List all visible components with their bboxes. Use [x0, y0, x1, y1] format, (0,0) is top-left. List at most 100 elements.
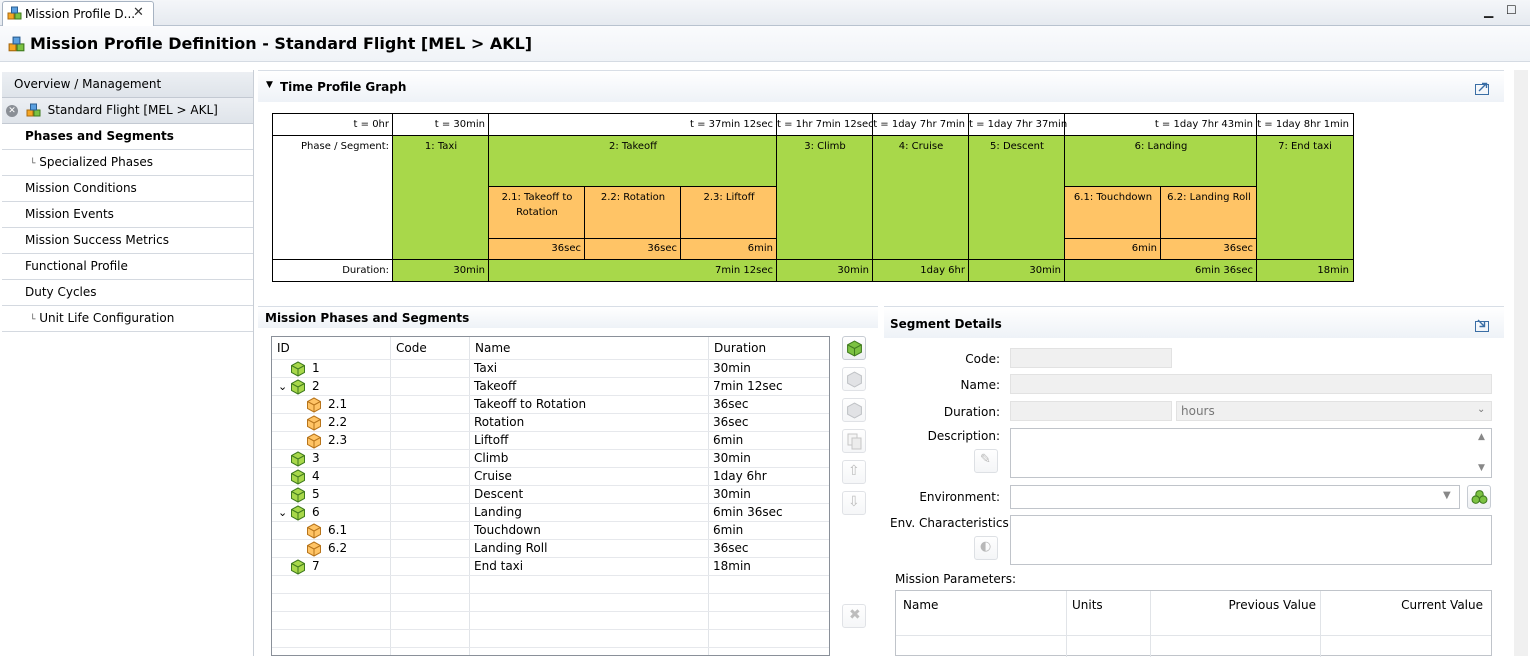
cell-name: Cruise [474, 469, 512, 483]
add-phase-button[interactable] [842, 336, 866, 360]
sidebar-item-mission-events[interactable]: Mission Events [2, 202, 253, 228]
duration-unit-select[interactable]: hours ⌄ [1176, 401, 1492, 421]
code-field[interactable] [1010, 348, 1172, 368]
table-row[interactable]: ⌄ 6 Landing 6min 36sec [272, 504, 829, 522]
sidebar-item-mission-success-metrics[interactable]: Mission Success Metrics [2, 228, 253, 254]
delete-button[interactable]: ✖ [842, 604, 866, 628]
table-row[interactable]: 2.2 Rotation 36sec [272, 414, 829, 432]
sidebar-item-unit-life-configuration[interactable]: └ Unit Life Configuration [2, 306, 253, 332]
phase-block-cruise[interactable] [873, 136, 969, 260]
vertical-scrollbar[interactable] [1514, 70, 1528, 656]
env-characteristics-button[interactable]: ◐ [974, 536, 998, 560]
phase-label: 7: End taxi [1278, 141, 1332, 152]
export-icon[interactable] [1474, 80, 1490, 96]
remove-icon[interactable]: ✕ [6, 104, 18, 117]
environment-select[interactable]: ▼ [1010, 485, 1460, 509]
table-row[interactable]: 2.1 Takeoff to Rotation 36sec [272, 396, 829, 414]
move-up-button[interactable]: ⇧ [842, 460, 866, 484]
sidebar-item-functional-profile[interactable]: Functional Profile [2, 254, 253, 280]
phase-block-end-taxi[interactable] [1257, 136, 1353, 260]
sidebar-item-overview[interactable]: Overview / Management [2, 72, 253, 98]
phases-table: ID Code Name Duration 1 Taxi 30min ⌄ 2 Takeof… [271, 336, 830, 656]
segment-icon [307, 433, 321, 449]
editor-tab-label: Mission Profile D... [25, 7, 136, 21]
copy-button[interactable] [842, 429, 866, 453]
table-row[interactable]: 3 Climb 30min [272, 450, 829, 468]
column-header-duration[interactable]: Duration [714, 341, 767, 355]
table-row[interactable]: 1 Taxi 30min [272, 360, 829, 378]
phase-block-taxi[interactable] [393, 136, 489, 260]
time-profile-title: Time Profile Graph [280, 80, 407, 94]
phase-block-descent[interactable] [969, 136, 1065, 260]
maximize-icon[interactable]: ☐ [1506, 3, 1517, 17]
table-row[interactable]: 6.2 Landing Roll 36sec [272, 540, 829, 558]
tree-branch-icon: └ [30, 159, 36, 169]
environment-button[interactable] [1467, 485, 1491, 509]
phase-block-landing[interactable] [1065, 136, 1257, 187]
column-header-id[interactable]: ID [277, 341, 290, 355]
table-row[interactable]: 7 End taxi 18min [272, 558, 829, 576]
phase-duration: 30min [1029, 265, 1061, 276]
table-row[interactable]: 2.3 Liftoff 6min [272, 432, 829, 450]
phase-label: 6: Landing [1134, 141, 1188, 152]
chevron-down-icon: ⌄ [1477, 404, 1486, 415]
duration-field[interactable] [1010, 401, 1172, 421]
import-icon[interactable] [1474, 317, 1490, 333]
scroll-up-icon[interactable]: ▲ [1478, 432, 1485, 442]
param-column-current-value[interactable]: Current Value [1401, 598, 1483, 612]
sidebar-item-phases-and-segments[interactable]: Phases and Segments [2, 124, 253, 150]
minimize-icon[interactable]: ▁ [1484, 4, 1494, 18]
scroll-down-icon[interactable]: ▼ [1478, 463, 1485, 473]
expand-toggle-icon[interactable]: ⌄ [278, 380, 288, 393]
param-column-previous-value[interactable]: Previous Value [1228, 598, 1316, 612]
cell-name: Rotation [474, 415, 525, 429]
add-segment-button[interactable] [842, 367, 866, 391]
editor-tab[interactable]: Mission Profile D... ✕ [2, 1, 154, 26]
segment-label: 2.1: Takeoff to [501, 192, 573, 203]
env-characteristics-field[interactable] [1010, 515, 1492, 565]
param-column-units[interactable]: Units [1072, 598, 1103, 612]
insert-icon [847, 402, 862, 419]
table-row[interactable]: ⌄ 2 Takeoff 7min 12sec [272, 378, 829, 396]
sidebar-item-label: Mission Events [25, 207, 114, 221]
phase-block-climb[interactable] [777, 136, 873, 260]
edit-description-button[interactable]: ✎ [974, 449, 998, 473]
table-row[interactable]: 5 Descent 30min [272, 486, 829, 504]
insert-button[interactable] [842, 398, 866, 422]
table-row[interactable] [272, 612, 829, 630]
sidebar: Overview / Management ✕ Standard Flight … [2, 70, 254, 656]
name-field[interactable] [1010, 374, 1492, 394]
table-row[interactable] [272, 576, 829, 594]
segment-duration: 36sec [1223, 243, 1253, 254]
column-header-code[interactable]: Code [396, 341, 427, 355]
segment-blocks-takeoff[interactable] [489, 187, 777, 260]
cell-id: 5 [312, 487, 320, 501]
move-down-button[interactable]: ⇩ [842, 491, 866, 515]
close-icon[interactable]: ✕ [133, 5, 144, 20]
param-column-name[interactable]: Name [903, 598, 939, 612]
segment-blocks-landing[interactable] [1065, 187, 1257, 260]
description-field[interactable]: ▲ ▼ [1010, 428, 1492, 478]
collapse-icon[interactable]: ▼ [266, 80, 273, 90]
table-row[interactable] [272, 630, 829, 648]
phase-duration: 30min [837, 265, 869, 276]
table-row[interactable]: 4 Cruise 1day 6hr [272, 468, 829, 486]
sidebar-item-mission-conditions[interactable]: Mission Conditions [2, 176, 253, 202]
column-header-name[interactable]: Name [475, 341, 511, 355]
sidebar-item-flight[interactable]: ✕ Standard Flight [MEL > AKL] [2, 98, 253, 124]
phase-block-takeoff[interactable] [489, 136, 777, 187]
segment-label: 2.2: Rotation [600, 192, 666, 203]
cell-id: 2.3 [328, 433, 348, 447]
add-phase-icon [847, 340, 862, 357]
table-row[interactable]: 6.1 Touchdown 6min [272, 522, 829, 540]
sidebar-item-duty-cycles[interactable]: Duty Cycles [2, 280, 253, 306]
expand-toggle-icon[interactable]: ⌄ [278, 506, 288, 519]
time-profile-section-header: ▼ Time Profile Graph [258, 70, 1504, 102]
cell-id: 6 [312, 505, 320, 519]
cell-id: 7 [312, 559, 320, 573]
segment-label: 2.3: Liftoff [703, 192, 755, 203]
segment-icon [307, 523, 321, 539]
sidebar-item-specialized-phases[interactable]: └ Specialized Phases [2, 150, 253, 176]
duration-unit-value: hours [1181, 404, 1215, 418]
table-row[interactable] [272, 594, 829, 612]
